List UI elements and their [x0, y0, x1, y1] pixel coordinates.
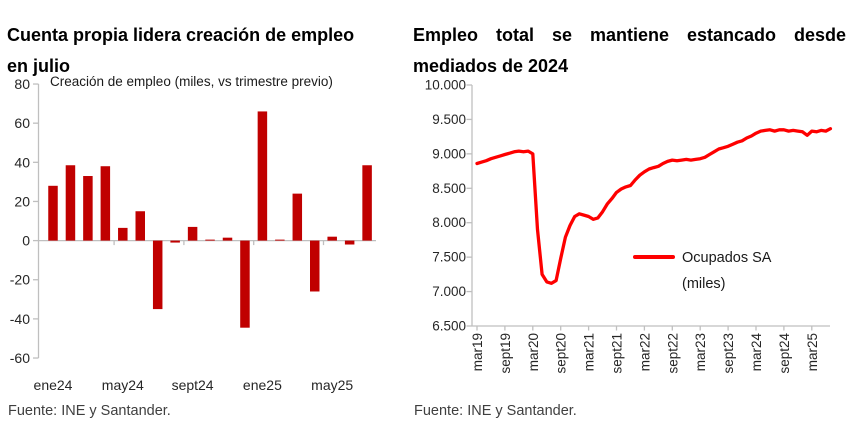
svg-text:sept24: sept24	[172, 377, 214, 393]
svg-text:mar24: mar24	[749, 333, 764, 372]
svg-text:mar21: mar21	[582, 333, 597, 371]
svg-text:sept23: sept23	[721, 333, 736, 374]
left-title-line2: en julio	[7, 55, 70, 76]
svg-text:7.000: 7.000	[432, 284, 466, 299]
svg-text:-40: -40	[10, 311, 30, 327]
svg-text:7.500: 7.500	[432, 250, 466, 265]
svg-text:mar19: mar19	[470, 333, 485, 371]
svg-text:6.500: 6.500	[432, 319, 466, 334]
svg-text:20: 20	[14, 193, 30, 209]
right-source: Fuente: INE y Santander.	[414, 403, 577, 419]
line-chart: 6.500 7.000 7.500 8.000 8.500 9.000 9.500 10.00…	[425, 78, 833, 374]
svg-text:sept24: sept24	[777, 333, 792, 374]
svg-text:80: 80	[14, 76, 30, 92]
svg-text:mar23: mar23	[693, 333, 708, 371]
legend-line-sample-icon	[633, 255, 675, 259]
left-title-line1: Cuenta propia lidera creación de empleo	[7, 24, 355, 45]
svg-text:10.000: 10.000	[425, 78, 466, 93]
svg-text:9.500: 9.500	[432, 112, 466, 127]
svg-text:may24: may24	[102, 377, 144, 393]
svg-text:9.000: 9.000	[432, 146, 466, 161]
right-title-line1: Empleo total se mantiene estancado desde	[413, 24, 846, 45]
svg-text:40: 40	[14, 154, 30, 170]
svg-text:sept21: sept21	[610, 333, 625, 374]
svg-text:0: 0	[22, 233, 30, 249]
svg-text:60: 60	[14, 115, 30, 131]
svg-text:mar20: mar20	[526, 333, 541, 371]
right-chart-title: Empleo total se mantiene estancado desde…	[413, 20, 846, 82]
svg-text:8.500: 8.500	[432, 181, 466, 196]
line-chart-legend: Ocupados SA (miles)	[633, 245, 784, 297]
svg-text:ene25: ene25	[243, 377, 282, 393]
svg-text:sept22: sept22	[665, 333, 680, 374]
line-legend-label: Ocupados SA (miles)	[682, 250, 771, 292]
left-source: Fuente: INE y Santander.	[8, 403, 171, 419]
bar-chart-legend: Creación de empleo (miles, vs trimestre …	[50, 74, 333, 89]
right-title-line2: mediados de 2024	[413, 55, 569, 76]
svg-text:-20: -20	[10, 272, 30, 288]
svg-text:mar22: mar22	[637, 333, 652, 371]
svg-text:mar25: mar25	[805, 333, 820, 371]
left-chart-title: Cuenta propia lidera creación de empleo …	[7, 20, 399, 82]
svg-text:may25: may25	[311, 377, 353, 393]
svg-text:sept20: sept20	[554, 333, 569, 374]
svg-text:8.000: 8.000	[432, 215, 466, 230]
svg-text:ene24: ene24	[34, 377, 73, 393]
svg-text:sept19: sept19	[498, 333, 513, 374]
svg-text:-60: -60	[10, 350, 30, 366]
